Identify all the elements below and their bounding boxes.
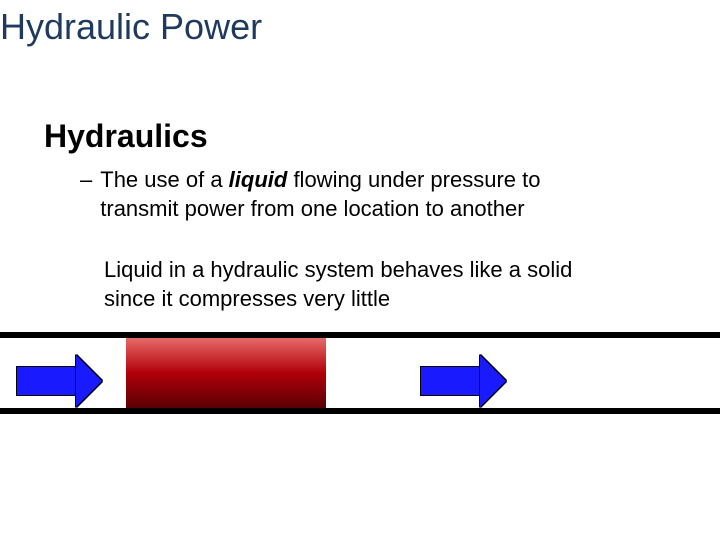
- definition-text-before: The use of a: [100, 167, 228, 192]
- arrow-shaft: [420, 366, 480, 396]
- section-heading: Hydraulics: [44, 118, 208, 155]
- flow-arrow-left: [16, 355, 102, 407]
- arrow-head-icon: [76, 355, 102, 407]
- arrow-shaft: [16, 366, 76, 396]
- definition-bullet: – The use of a liquid flowing under pres…: [80, 166, 620, 223]
- definition-emphasis: liquid: [229, 167, 288, 192]
- slide: Hydraulic Power Hydraulics – The use of …: [0, 0, 720, 540]
- definition-text: The use of a liquid flowing under pressu…: [100, 166, 620, 223]
- supporting-text: Liquid in a hydraulic system behaves lik…: [104, 256, 624, 313]
- flow-arrow-right: [420, 355, 506, 407]
- hydraulic-piston: [126, 338, 326, 408]
- hydraulic-pipe-diagram: [0, 332, 720, 414]
- bullet-dash: –: [80, 166, 92, 195]
- pipe-wall-bottom: [0, 408, 720, 414]
- page-title: Hydraulic Power: [0, 6, 262, 48]
- arrow-head-icon: [480, 355, 506, 407]
- pipe-interior: [0, 338, 720, 408]
